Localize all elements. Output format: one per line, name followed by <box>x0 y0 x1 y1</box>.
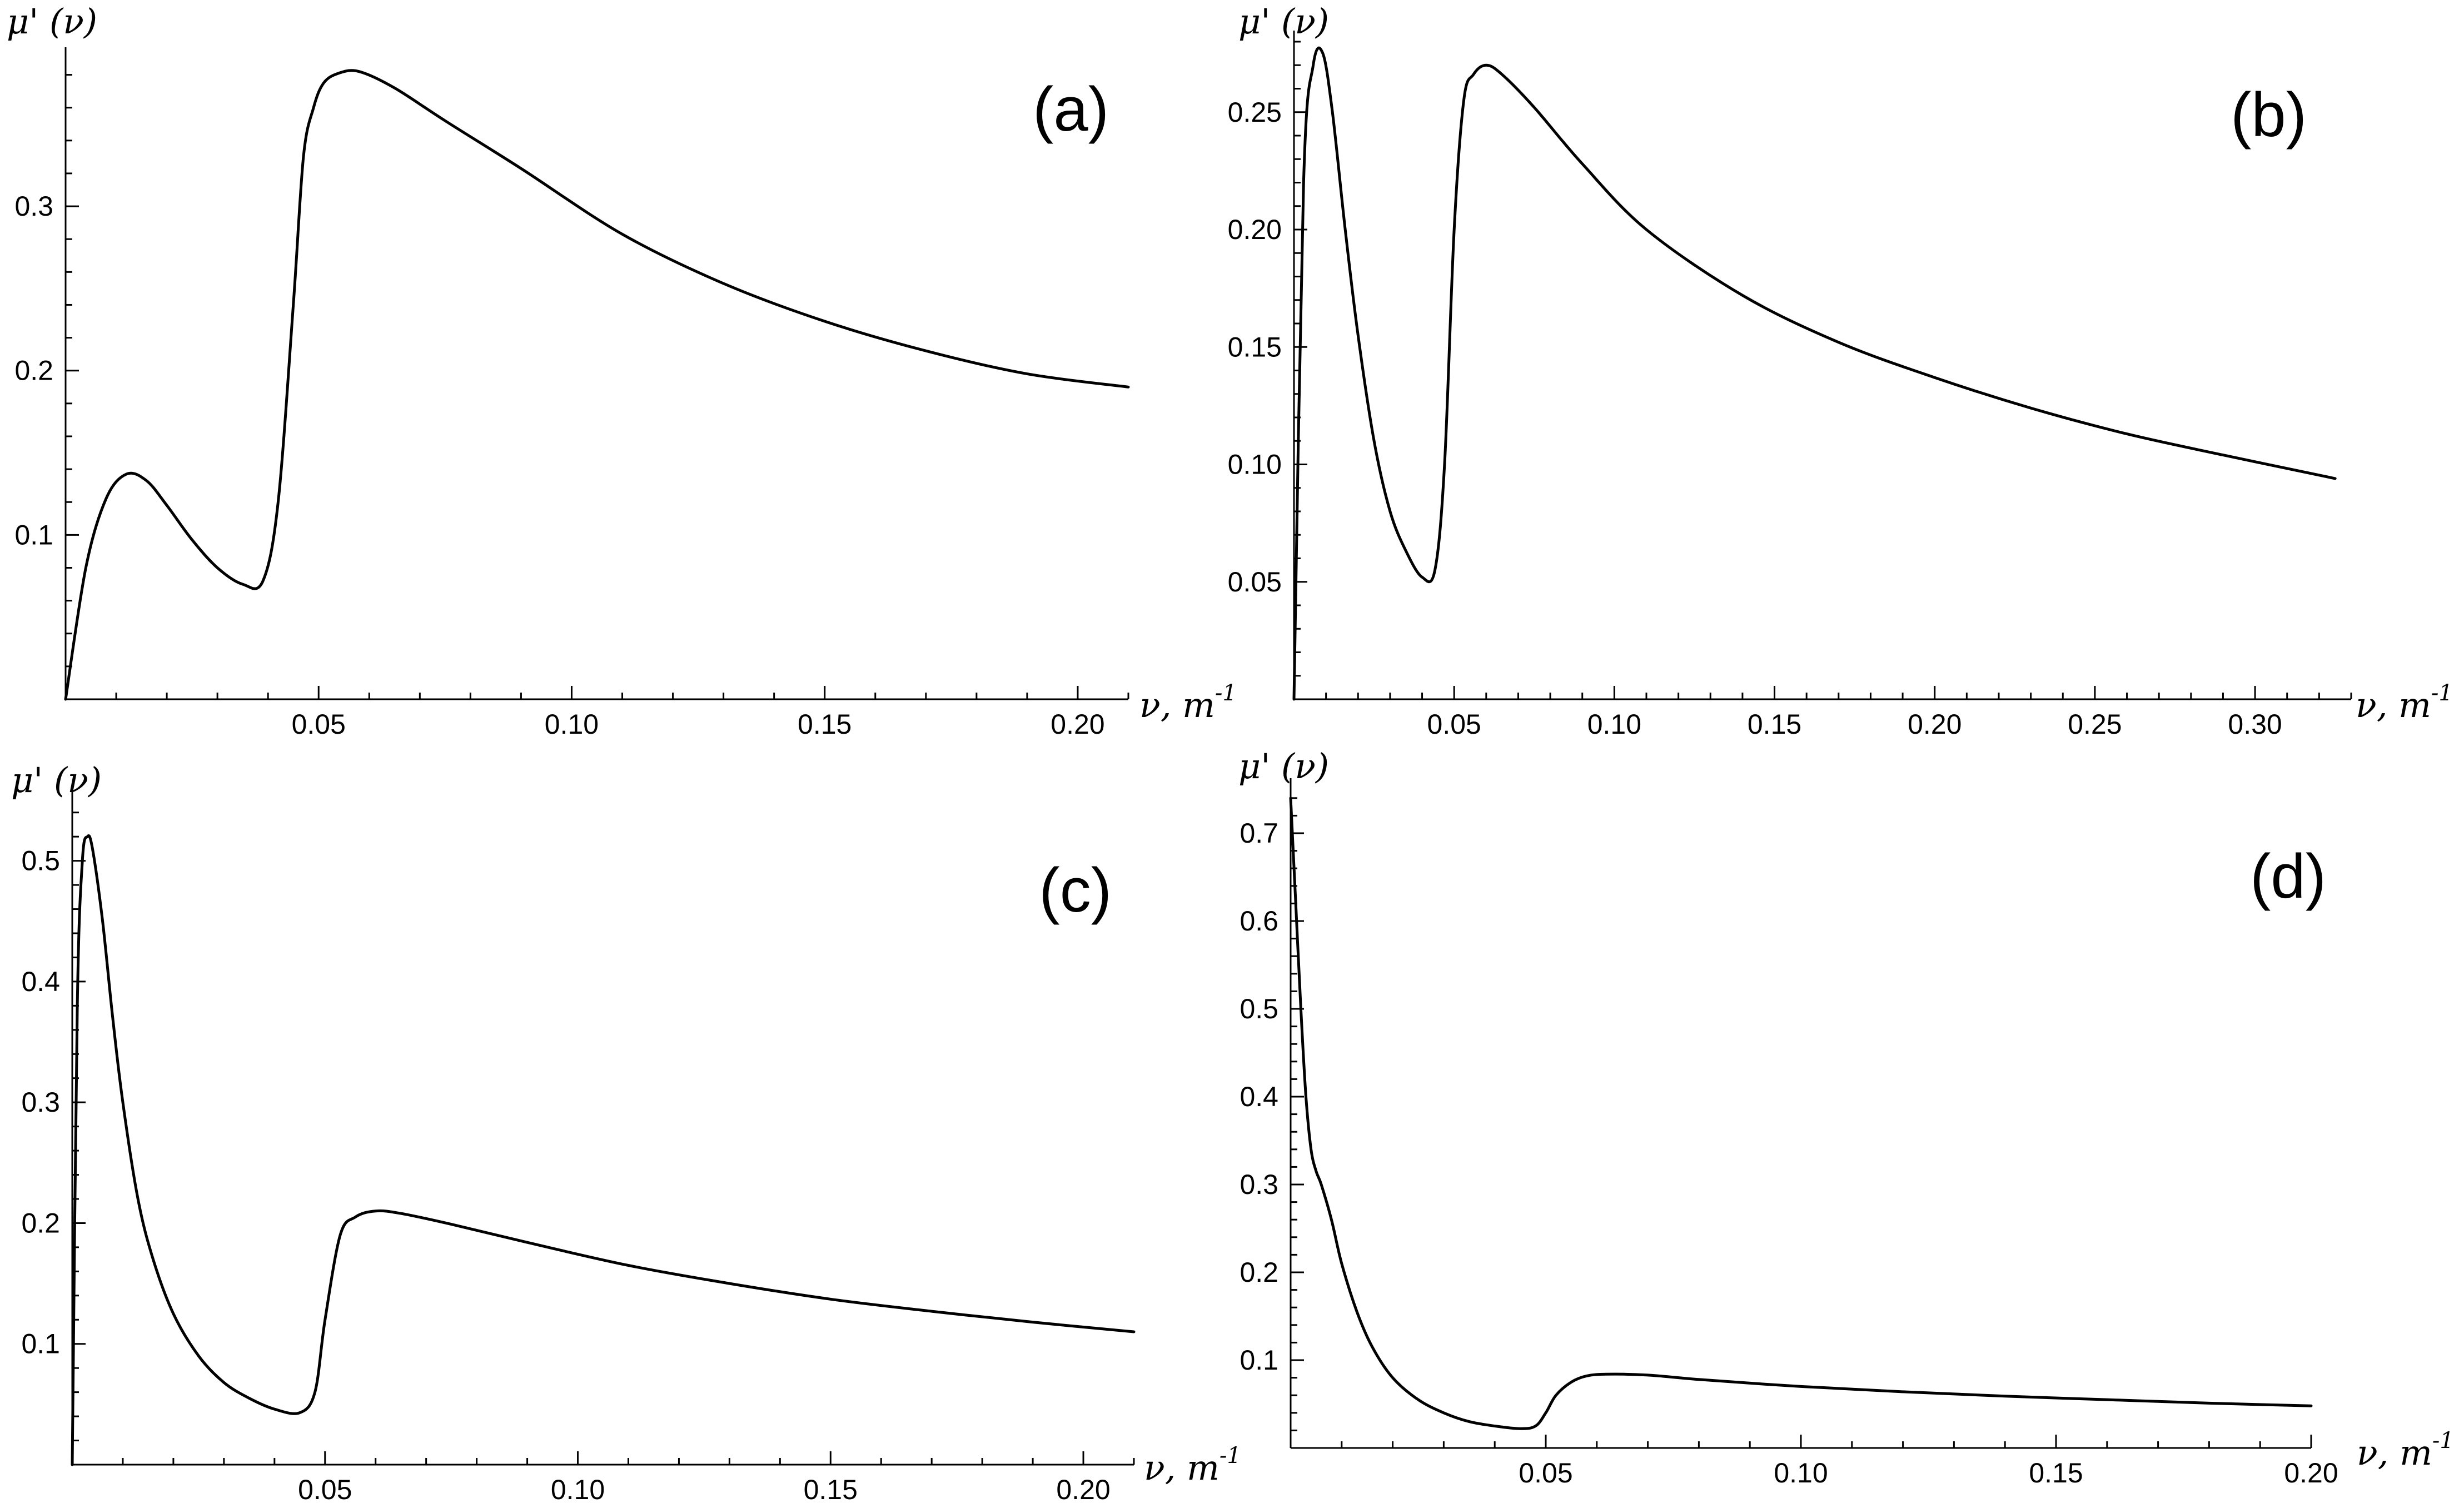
y-tick-label: 0.25 <box>1228 97 1282 128</box>
x-axis-label: ν, m-1 <box>1139 680 1237 725</box>
x-tick-label: 0.10 <box>551 1474 605 1505</box>
x-tick-label: 0.10 <box>1774 1457 1828 1489</box>
x-axis-label-superscript: -1 <box>2431 680 2453 706</box>
y-tick-label: 0.1 <box>21 1328 60 1360</box>
x-tick-label: 0.20 <box>1051 709 1104 740</box>
y-tick-label: 0.2 <box>14 355 53 386</box>
panel-label: (d) <box>2250 842 2326 911</box>
y-tick-label: 0.5 <box>21 845 60 877</box>
x-tick-label: 0.20 <box>2284 1457 2338 1489</box>
x-tick-label: 0.05 <box>1427 709 1481 740</box>
y-tick-label: 0.3 <box>1240 1169 1278 1200</box>
y-tick-label: 0.1 <box>1240 1345 1278 1376</box>
x-axis-label-superscript: -1 <box>1215 680 1237 706</box>
y-axis-label: μ' (ν) <box>11 760 102 800</box>
series-line <box>1292 46 2337 701</box>
series-line <box>71 834 1136 1466</box>
y-tick-label: 0.2 <box>1240 1257 1278 1288</box>
x-axis-label: ν, m-1 <box>2356 680 2453 725</box>
y-tick-label: 0.2 <box>21 1207 60 1238</box>
y-tick-label: 0.3 <box>21 1087 60 1118</box>
y-tick-label: 0.1 <box>14 519 53 550</box>
y-tick-label: 0.10 <box>1228 449 1282 480</box>
x-axis-label: ν, m-1 <box>2357 1428 2454 1473</box>
chart-d: 0.05 0.10 0.15 0.20 0.1 0.2 0.3 0.4 0.5 0.6 0.7 μ' … <box>1238 746 2454 1489</box>
x-tick-label: 0.15 <box>2029 1457 2083 1489</box>
x-tick-label: 0.15 <box>1748 709 1801 740</box>
x-tick-label: 0.05 <box>1519 1457 1572 1489</box>
x-tick-label: 0.10 <box>545 709 599 740</box>
panel-label: (c) <box>1039 855 1112 925</box>
x-axis-label-superscript: -1 <box>2432 1428 2454 1454</box>
chart-c: 0.05 0.10 0.15 0.20 0.1 0.2 0.3 0.4 0.5 μ' (ν) ν, … <box>11 760 1241 1505</box>
y-tick-label: 0.7 <box>1240 818 1278 849</box>
y-axis-label: μ' (ν) <box>1238 746 1329 787</box>
y-axis-label: μ' (ν) <box>7 1 97 42</box>
x-tick-label: 0.05 <box>298 1474 352 1505</box>
x-tick-label: 0.20 <box>1908 709 1962 740</box>
y-tick-label: 0.4 <box>21 966 60 997</box>
y-axis-label: μ' (ν) <box>1238 1 1329 42</box>
chart-a: 0.05 0.10 0.15 0.20 0.1 0.2 0.3 μ' (ν) ν, m-1 (a) <box>7 1 1237 740</box>
y-tick-label: 0.4 <box>1240 1081 1278 1112</box>
panel-label: (a) <box>1033 74 1109 144</box>
x-tick-label: 0.10 <box>1587 709 1641 740</box>
y-tick-label: 0.6 <box>1240 905 1278 937</box>
x-tick-label: 0.15 <box>804 1474 858 1505</box>
x-tick-label: 0.20 <box>1056 1474 1110 1505</box>
y-tick-label: 0.5 <box>1240 993 1278 1024</box>
chart-b: 0.05 0.10 0.15 0.20 0.25 0.30 0.05 0.10 0.15 0.20… <box>1228 1 2453 740</box>
x-tick-label: 0.05 <box>292 709 346 740</box>
x-tick-label: 0.15 <box>798 709 852 740</box>
y-tick-label: 0.05 <box>1228 566 1282 598</box>
series-line <box>1289 797 2313 1430</box>
y-tick-label: 0.15 <box>1228 331 1282 362</box>
x-axis-label-superscript: -1 <box>1219 1443 1241 1469</box>
x-tick-label: 0.25 <box>2068 709 2122 740</box>
series-line <box>64 69 1130 701</box>
panel-label: (b) <box>2231 80 2307 150</box>
y-tick-label: 0.20 <box>1228 214 1282 245</box>
x-tick-label: 0.30 <box>2228 709 2282 740</box>
x-axis-label: ν, m-1 <box>1144 1443 1241 1488</box>
y-tick-label: 0.3 <box>14 191 53 222</box>
